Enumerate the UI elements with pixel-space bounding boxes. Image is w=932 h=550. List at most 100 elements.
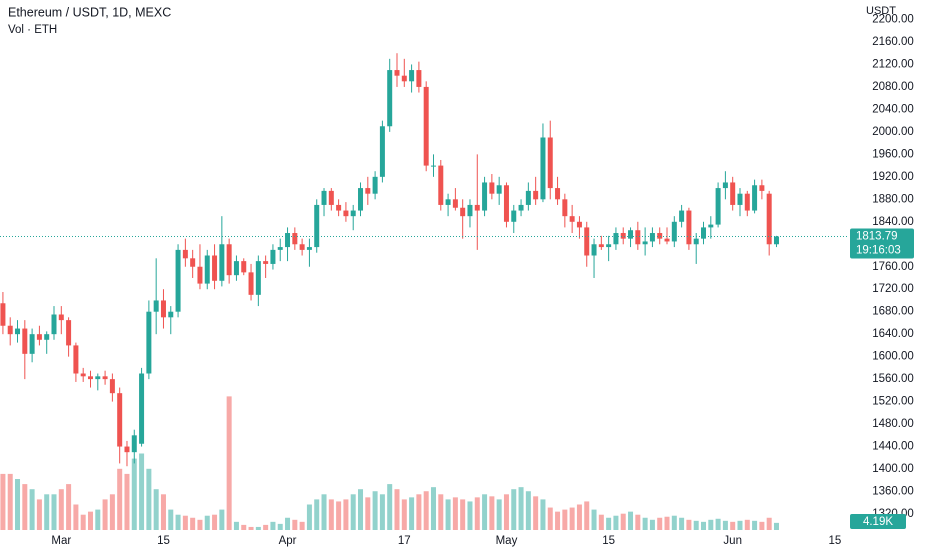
volume-bar: [649, 519, 655, 530]
candle-body: [328, 190, 334, 205]
volume-bar: [511, 489, 517, 530]
volume-bar: [29, 489, 35, 530]
candle-body: [613, 233, 619, 245]
x-tick-label: 15: [602, 535, 615, 547]
candle-body: [87, 376, 93, 380]
volume-bar: [131, 458, 137, 530]
volume-bar: [496, 499, 502, 530]
volume-pane: [0, 396, 779, 530]
volume-bar: [642, 517, 648, 530]
y-tick-label: 1360.00: [872, 486, 914, 498]
candle-body: [620, 233, 626, 239]
volume-bar: [109, 494, 115, 530]
candle-body: [182, 249, 188, 259]
candle-body: [715, 188, 721, 225]
candle-body: [102, 376, 108, 380]
volume-bar: [124, 473, 130, 530]
candle-body: [387, 70, 393, 127]
volume-bar: [306, 504, 312, 530]
candle-body: [160, 300, 166, 318]
y-tick-label: 1640.00: [872, 328, 914, 340]
volume-bar: [752, 520, 758, 530]
candle-body: [642, 241, 648, 245]
volume-bar: [263, 524, 269, 530]
volume-bar: [379, 494, 385, 530]
candle-body: [430, 165, 436, 167]
chart-title: Ethereum / USDT, 1D, MEXC: [8, 5, 171, 19]
y-tick-label: 1920.00: [872, 171, 914, 183]
volume-bar: [547, 507, 553, 530]
candle-body: [7, 325, 13, 335]
candle-body: [664, 238, 670, 242]
candle-body: [314, 204, 320, 248]
volume-bar: [212, 514, 218, 530]
volume-bar: [737, 520, 743, 530]
y-tick-label: 2040.00: [872, 103, 914, 115]
volume-bar: [292, 519, 298, 530]
x-tick-label: Jun: [723, 535, 742, 547]
volume-bar: [722, 520, 728, 530]
y-tick-label: 2120.00: [872, 58, 914, 70]
price-axis: [848, 0, 932, 550]
candle-body: [372, 176, 378, 194]
candle-body: [409, 70, 415, 82]
volume-bar: [350, 494, 356, 530]
candle-body: [555, 188, 561, 200]
volume-bar: [416, 494, 422, 530]
x-tick-label: Apr: [279, 535, 297, 547]
candle-body: [66, 320, 72, 346]
candle-body: [0, 303, 6, 326]
candle-body: [518, 204, 524, 211]
volume-bar: [503, 494, 509, 530]
volume-bar: [241, 524, 247, 530]
volume-bar: [708, 519, 714, 530]
volume-bar: [102, 499, 108, 530]
volume-bar: [197, 519, 203, 530]
candle-body: [168, 311, 174, 318]
candle-body: [153, 300, 159, 312]
currency-label: USDT: [866, 5, 896, 17]
candle-body: [58, 314, 64, 321]
candle-body: [722, 182, 728, 189]
candle-body: [80, 373, 86, 377]
volume-bar: [591, 509, 597, 530]
volume-bar: [423, 491, 429, 530]
volume-bar: [759, 521, 765, 530]
candle-body: [525, 190, 531, 205]
candle-body: [277, 247, 283, 250]
candle-body: [248, 272, 254, 295]
volume-bar: [66, 484, 72, 530]
price-pane: [0, 53, 848, 467]
candle-body: [343, 210, 349, 217]
volume-bar: [576, 504, 582, 530]
volume-legend: Vol · ETH: [8, 24, 57, 36]
candle-body: [219, 244, 225, 281]
volume-bar: [555, 511, 561, 530]
candle-body: [752, 185, 758, 211]
candle-body: [270, 249, 276, 264]
volume-bar: [233, 521, 239, 530]
volume-tag: [850, 514, 906, 529]
volume-bar: [679, 517, 685, 530]
x-tick-label: Mar: [51, 535, 71, 547]
volume-bar: [701, 521, 707, 530]
candle-body: [306, 247, 312, 250]
y-tick-label: 1600.00: [872, 351, 914, 363]
candle-body: [336, 204, 342, 211]
volume-bar: [15, 479, 21, 530]
candle-body: [671, 221, 677, 242]
candle-body: [679, 210, 685, 222]
candle-body: [350, 210, 356, 217]
candle-body: [460, 207, 466, 217]
candle-body: [299, 244, 305, 250]
volume-bar: [569, 507, 575, 530]
volume-bar: [358, 489, 364, 530]
candle-body: [139, 373, 145, 444]
candle-body: [117, 393, 123, 447]
candle-body: [190, 258, 196, 267]
volume-bar: [87, 511, 93, 530]
x-tick-label: 15: [157, 535, 170, 547]
candle-body: [197, 266, 203, 284]
volume-bar: [255, 526, 261, 530]
